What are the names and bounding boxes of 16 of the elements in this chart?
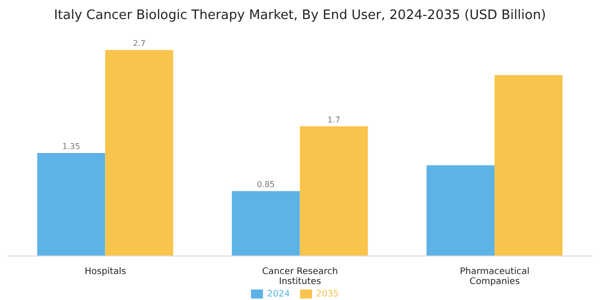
data-label: 1.7 — [328, 115, 340, 124]
bar — [232, 191, 300, 256]
bar — [37, 153, 106, 256]
bar — [494, 75, 563, 256]
data-label: 0.85 — [256, 180, 275, 190]
bar — [105, 50, 174, 256]
x-tick-label: Cancer Research Institutes — [262, 267, 338, 287]
data-label: 1.35 — [62, 142, 80, 151]
data-label: 2.7 — [132, 39, 146, 48]
bar — [426, 165, 495, 256]
x-tick-label: Hospitals — [84, 267, 126, 277]
legend-label: 2035 — [316, 289, 339, 300]
legend-label: 2024 — [267, 289, 290, 300]
x-tick-label: Pharmaceutical Companies — [460, 267, 530, 287]
bar — [300, 126, 368, 256]
chart-title: Italy Cancer Biologic Therapy Market, By End User, 2024-2035 (USD Billion) — [52, 8, 548, 23]
